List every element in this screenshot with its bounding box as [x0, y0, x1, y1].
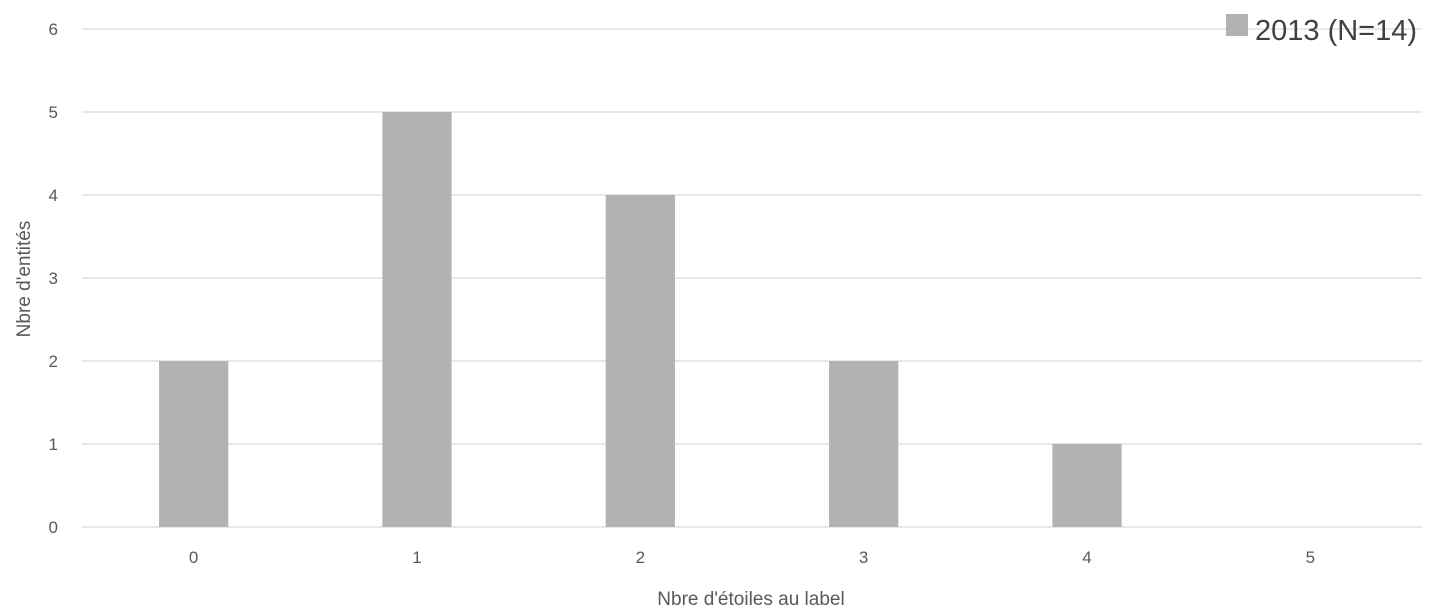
y-tick-label: 2: [49, 352, 58, 371]
y-tick-label: 0: [49, 518, 58, 537]
x-tick-labels: 0 1 2 3 4 5: [189, 548, 1315, 567]
x-tick-label: 3: [859, 548, 868, 567]
y-tick-label: 6: [49, 20, 58, 39]
legend: 2013 (N=14): [1226, 14, 1417, 47]
bar-0: [159, 361, 229, 527]
y-tick-label: 3: [49, 269, 58, 288]
bar-1: [382, 112, 452, 527]
y-tick-label: 5: [49, 103, 58, 122]
bars: [159, 112, 1122, 527]
x-tick-label: 0: [189, 548, 198, 567]
x-axis-title: Nbre d'étoiles au label: [657, 589, 844, 610]
bar-4: [1052, 444, 1122, 527]
bar-2: [605, 195, 675, 527]
legend-label: 2013 (N=14): [1255, 15, 1417, 47]
x-tick-label: 5: [1306, 548, 1315, 567]
gridlines: [82, 28, 1422, 528]
bar-3: [829, 361, 899, 527]
y-tick-labels: 0 1 2 3 4 5 6: [49, 20, 58, 537]
x-tick-label: 2: [636, 548, 645, 567]
y-tick-label: 4: [49, 186, 58, 205]
legend-swatch: [1226, 14, 1248, 36]
y-tick-label: 1: [49, 435, 58, 454]
y-axis-title: Nbre d'entités: [14, 221, 35, 338]
x-tick-label: 1: [412, 548, 421, 567]
x-tick-label: 4: [1082, 548, 1091, 567]
